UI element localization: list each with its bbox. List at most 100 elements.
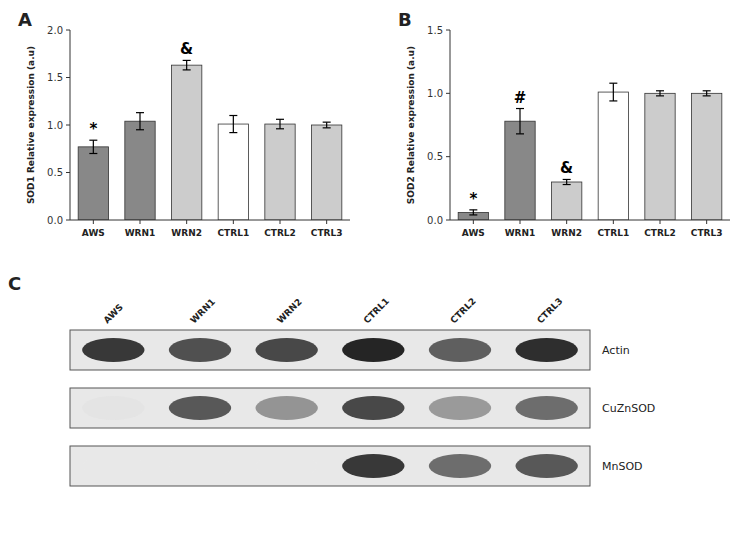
y-tick	[66, 30, 70, 31]
band	[82, 454, 144, 478]
y-tick	[446, 220, 450, 221]
y-tick	[66, 172, 70, 173]
x-tick-label: AWS	[462, 228, 485, 238]
error-bar	[516, 109, 524, 134]
x-tick	[706, 220, 707, 224]
x-tick	[93, 220, 94, 224]
y-axis-label: SOD2 Relative expression (a.u)	[406, 46, 416, 204]
lane-label: CTRL2	[448, 296, 477, 325]
y-tick-label: 2.0	[47, 25, 63, 36]
bar	[312, 125, 342, 220]
bar	[265, 124, 295, 220]
marks	[78, 60, 342, 220]
error-line	[566, 179, 567, 184]
error-line	[186, 60, 187, 70]
bar	[598, 92, 628, 220]
bar	[218, 124, 248, 220]
error-bar	[89, 140, 97, 153]
y-tick-label: 1.0	[427, 88, 443, 99]
band	[429, 454, 491, 478]
error-line	[139, 113, 140, 130]
error-bar	[276, 119, 284, 129]
error-cap	[469, 214, 477, 215]
y-tick-label: 0.5	[47, 167, 63, 178]
error-bar	[469, 210, 477, 215]
lane-label: AWS	[102, 302, 125, 325]
y-tick-label: 0.0	[427, 215, 443, 226]
lane-label: CTRL1	[362, 296, 391, 325]
x-axis-line	[450, 220, 730, 221]
row-label: CuZnSOD	[602, 402, 655, 415]
y-tick	[66, 125, 70, 126]
band	[429, 338, 491, 362]
error-line	[326, 122, 327, 128]
band	[169, 338, 231, 362]
panel-label: C	[8, 273, 21, 294]
y-tick	[446, 30, 450, 31]
band	[82, 396, 144, 420]
y-tick	[66, 77, 70, 78]
x-tick	[233, 220, 234, 224]
band	[169, 454, 231, 478]
y-tick-label: 1.5	[427, 25, 443, 36]
error-cap	[276, 128, 284, 129]
row-label: Actin	[602, 344, 630, 357]
error-cap	[183, 60, 191, 61]
band	[342, 338, 404, 362]
x-tick	[140, 220, 141, 224]
error-bar	[136, 113, 144, 130]
x-tick-label: WRN1	[125, 228, 156, 238]
error-cap	[469, 209, 477, 210]
x-tick-label: AWS	[82, 228, 105, 238]
panel-label: A	[18, 9, 32, 30]
error-bar	[609, 83, 617, 101]
x-tick-label: CTRL3	[311, 228, 343, 238]
error-cap	[136, 129, 144, 130]
error-cap	[89, 140, 97, 141]
band	[255, 338, 317, 362]
band	[169, 396, 231, 420]
error-cap	[229, 132, 237, 133]
band	[255, 454, 317, 478]
figure: A 0.0 0.5 1.0 1.5 2.0 AWS WRN1 WRN2 CTRL1 CTRL2 CTR…	[0, 0, 750, 544]
y-tick-label: 0.0	[47, 215, 63, 226]
error-cap	[656, 90, 664, 91]
error-cap	[183, 69, 191, 70]
error-bar	[323, 122, 331, 128]
error-bar	[229, 116, 237, 133]
x-tick	[566, 220, 567, 224]
y-tick	[446, 156, 450, 157]
gel-row-background	[70, 330, 590, 370]
error-line	[93, 140, 94, 153]
error-cap	[516, 133, 524, 134]
x-tick-label: CTRL2	[264, 228, 296, 238]
error-line	[659, 91, 660, 96]
background	[0, 0, 750, 544]
annotation: &	[180, 40, 193, 58]
bar	[172, 65, 202, 220]
gel-row-background	[70, 388, 590, 428]
band	[342, 396, 404, 420]
y-tick	[66, 220, 70, 221]
band	[515, 396, 577, 420]
x-tick-label: WRN1	[505, 228, 536, 238]
bar-panel: A0.00.51.01.52.0AWSWRN1WRN2CTRL1CTRL2CTR…	[18, 9, 350, 238]
error-cap	[516, 108, 524, 109]
bar	[125, 121, 155, 220]
annotation: &	[560, 159, 573, 177]
x-tick	[473, 220, 474, 224]
error-cap	[229, 115, 237, 116]
x-tick-label: WRN2	[171, 228, 202, 238]
band	[515, 338, 577, 362]
annotation: *	[89, 120, 97, 138]
band	[342, 454, 404, 478]
error-cap	[276, 119, 284, 120]
x-tick	[280, 220, 281, 224]
error-line	[613, 83, 614, 101]
error-line	[706, 91, 707, 96]
x-tick-label: WRN2	[551, 228, 582, 238]
error-line	[473, 210, 474, 215]
x-tick	[660, 220, 661, 224]
x-tick	[613, 220, 614, 224]
lane-label: CTRL3	[535, 296, 564, 325]
